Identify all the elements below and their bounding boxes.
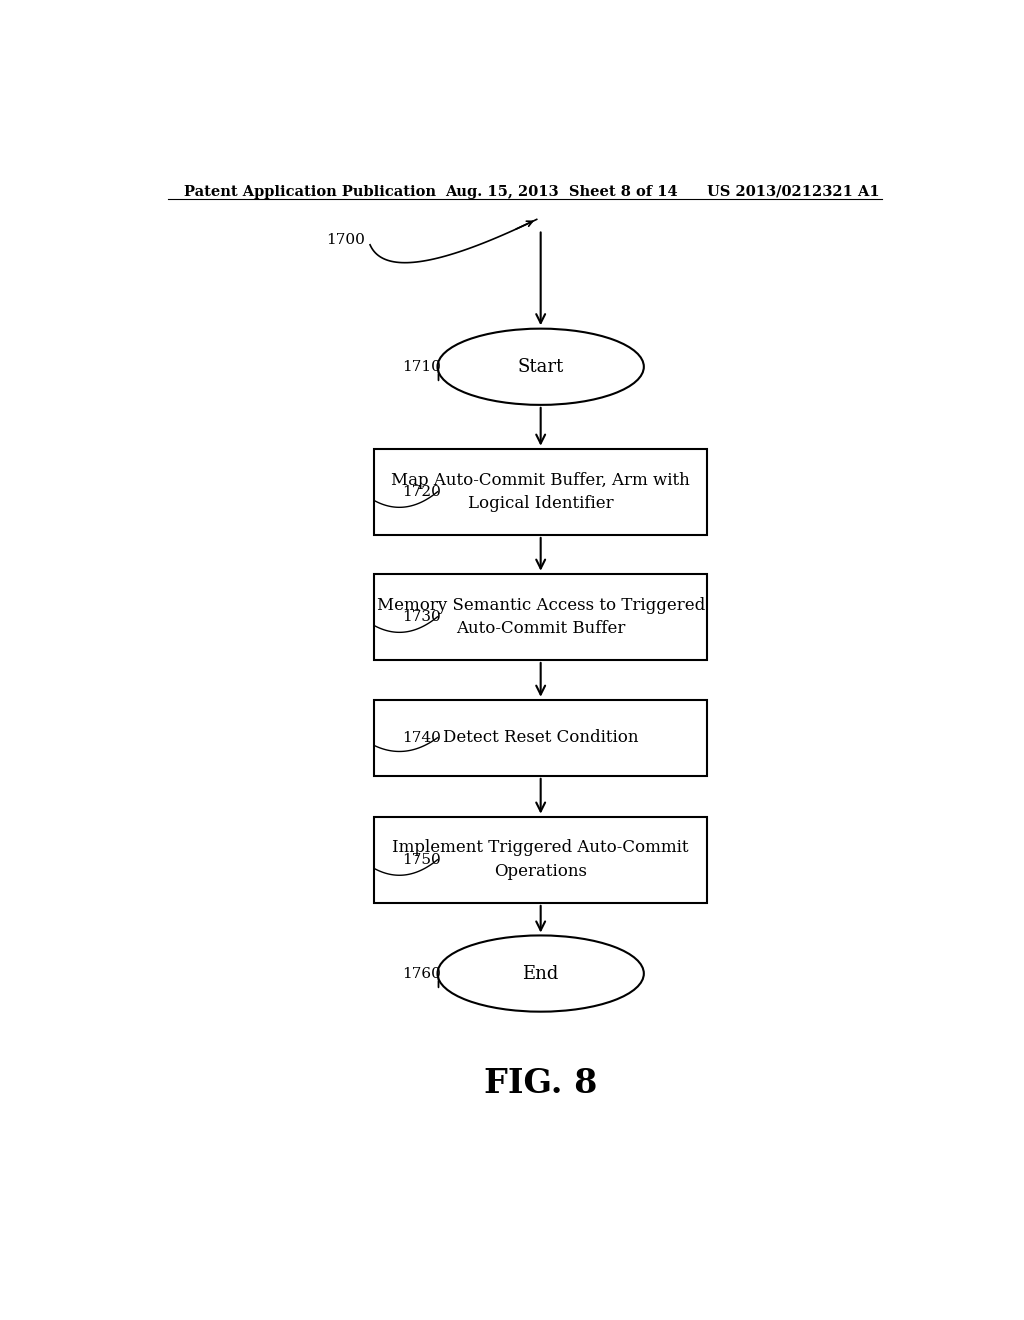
- Text: 1760: 1760: [401, 966, 440, 981]
- Text: Memory Semantic Access to Triggered
Auto-Commit Buffer: Memory Semantic Access to Triggered Auto…: [377, 597, 705, 638]
- Text: 1710: 1710: [401, 360, 440, 374]
- Bar: [374, 817, 708, 903]
- Bar: [374, 700, 708, 776]
- Text: Start: Start: [517, 358, 564, 376]
- Text: Patent Application Publication: Patent Application Publication: [183, 185, 435, 199]
- Text: 1720: 1720: [401, 484, 440, 499]
- Text: Implement Triggered Auto-Commit
Operations: Implement Triggered Auto-Commit Operatio…: [392, 840, 689, 880]
- Text: US 2013/0212321 A1: US 2013/0212321 A1: [708, 185, 880, 199]
- Text: 1750: 1750: [401, 853, 440, 867]
- Text: 1700: 1700: [327, 232, 366, 247]
- Text: FIG. 8: FIG. 8: [484, 1067, 597, 1100]
- Bar: [374, 574, 708, 660]
- Text: Detect Reset Condition: Detect Reset Condition: [443, 729, 638, 746]
- Text: Aug. 15, 2013  Sheet 8 of 14: Aug. 15, 2013 Sheet 8 of 14: [445, 185, 678, 199]
- Text: 1730: 1730: [401, 610, 440, 624]
- Text: End: End: [522, 965, 559, 982]
- Bar: [374, 449, 708, 535]
- Text: 1740: 1740: [401, 731, 440, 744]
- Text: Map Auto-Commit Buffer, Arm with
Logical Identifier: Map Auto-Commit Buffer, Arm with Logical…: [391, 471, 690, 512]
